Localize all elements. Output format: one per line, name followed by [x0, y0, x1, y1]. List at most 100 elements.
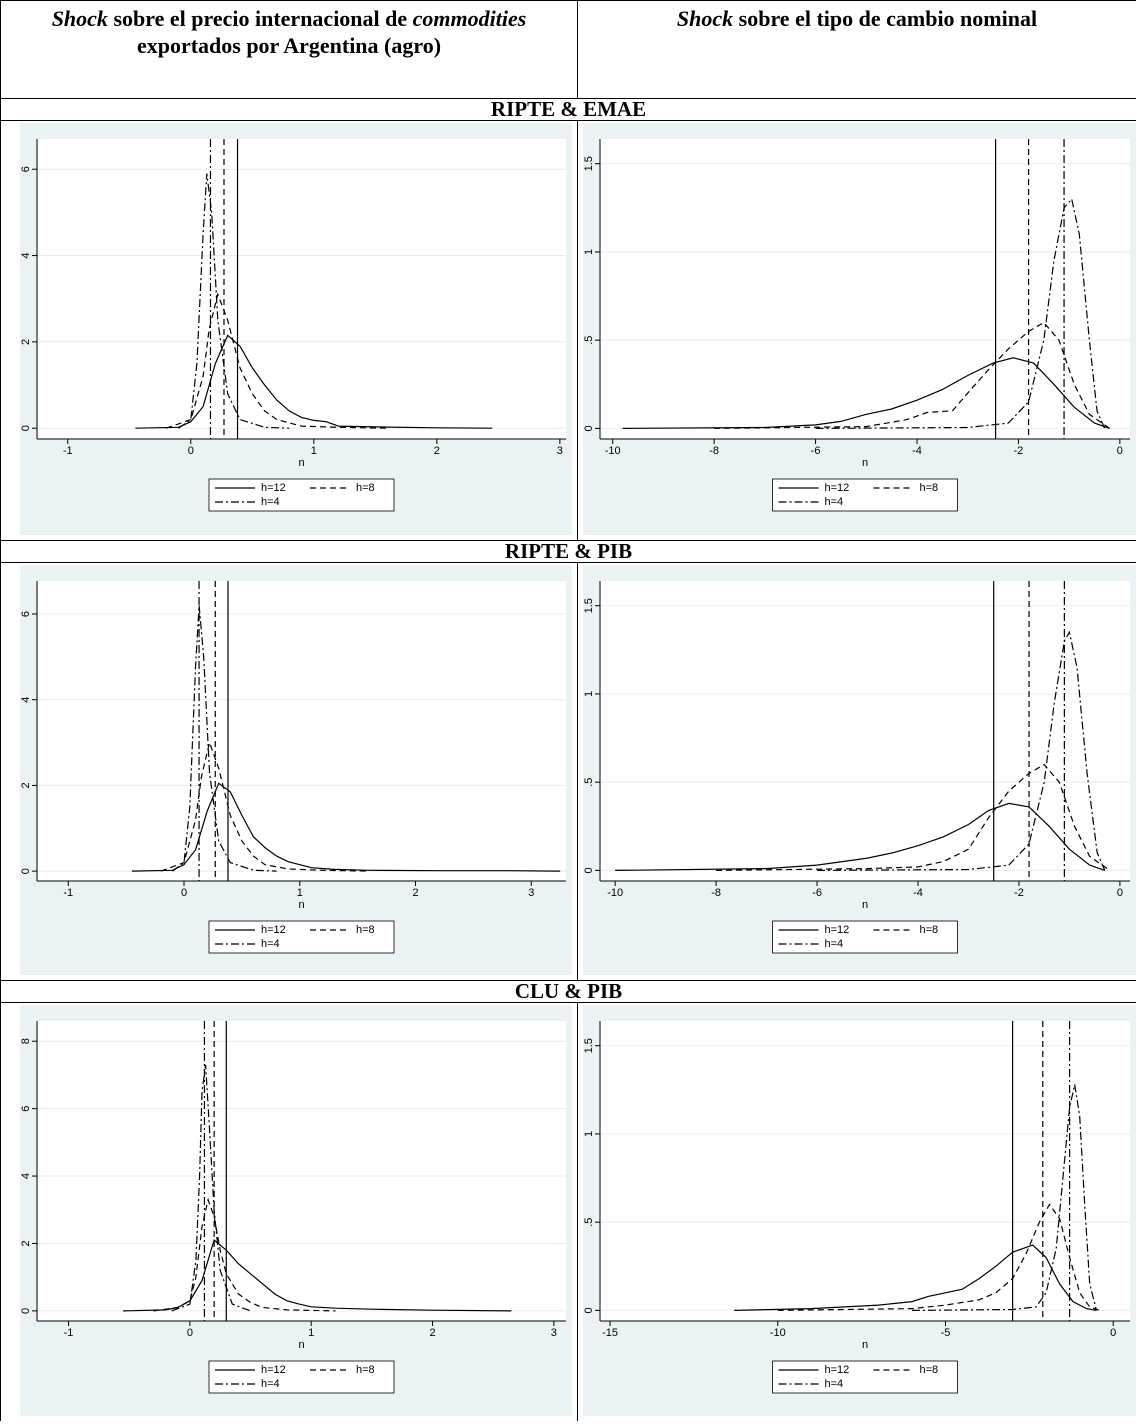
- x-tick-label: -8: [709, 445, 719, 457]
- x-tick-label: 0: [1117, 445, 1123, 457]
- chart: 0 .5 1 1.5 -10 -8 -6 -4 -2 0 n h=12 h=8 h=4: [583, 123, 1136, 535]
- x-axis-label: n: [862, 1339, 868, 1351]
- legend-label: h=8: [356, 482, 375, 494]
- legend: [208, 478, 395, 512]
- column-header: Shock sobre el precio internacional de c…: [0, 0, 577, 98]
- x-tick-label: -1: [63, 887, 73, 899]
- x-tick-label: -1: [64, 1327, 74, 1339]
- chart-cell: 0 .5 1 1.5 -10 -8 -6 -4 -2 0 n h=12 h=8 h=4: [577, 562, 1136, 980]
- x-tick-label: 0: [188, 445, 194, 457]
- header-text: sobre el tipo de cambio nominal: [733, 6, 1038, 31]
- legend: [208, 1360, 395, 1394]
- y-tick-label: 6: [20, 166, 32, 172]
- y-tick-label: 2: [20, 339, 32, 345]
- legend-label: h=12: [825, 1364, 850, 1376]
- x-tick-label: -1: [63, 445, 73, 457]
- section-title: CLU & PIB: [0, 980, 1136, 1002]
- x-tick-label: 1: [297, 887, 303, 899]
- y-tick-label: 2: [20, 782, 32, 788]
- chart: 0 .5 1 1.5 -15 -10 -5 0 n h=12 h=8 h=4: [583, 1005, 1136, 1416]
- chart-cell: 0 .5 1 1.5 -15 -10 -5 0 n h=12 h=8 h=4: [577, 1002, 1136, 1421]
- chart: 0 2 4 6 -1 0 1 2 3 n h=12 h=8 h=4: [20, 123, 572, 535]
- legend-label: h=4: [825, 938, 844, 950]
- plot-area: [600, 139, 1130, 439]
- y-tick-label: 1.5: [583, 1038, 595, 1053]
- x-tick-label: 3: [551, 1327, 557, 1339]
- x-tick-label: -10: [605, 445, 621, 457]
- x-axis-label: n: [298, 1339, 304, 1351]
- plot-area: [37, 1021, 566, 1321]
- y-tick-label: 0: [20, 868, 32, 874]
- chart-cell: 0 2 4 6 -1 0 1 2 3 n h=12 h=8 h=4: [0, 562, 577, 980]
- y-tick-label: 1: [583, 691, 595, 697]
- y-tick-label: 0: [583, 1307, 595, 1313]
- y-tick-label: 0: [20, 1308, 32, 1314]
- y-tick-label: .5: [583, 1218, 595, 1227]
- x-tick-label: 0: [1117, 887, 1123, 899]
- legend-label: h=8: [920, 1364, 939, 1376]
- x-tick-label: 1: [308, 1327, 314, 1339]
- x-axis-label: n: [298, 899, 304, 911]
- y-tick-label: 1.5: [583, 156, 595, 171]
- legend-label: h=12: [261, 482, 286, 494]
- header-text: Shock: [51, 6, 108, 31]
- density-line: [131, 782, 561, 872]
- density-line: [172, 605, 277, 872]
- x-tick-label: -8: [711, 887, 721, 899]
- density-line: [714, 321, 1111, 429]
- column-header: Shock sobre el tipo de cambio nominal: [577, 0, 1136, 98]
- density-line: [816, 630, 1106, 871]
- y-tick-label: 2: [20, 1240, 32, 1246]
- legend-label: h=12: [825, 482, 850, 494]
- legend: [208, 920, 395, 954]
- y-tick-label: 1: [583, 1131, 595, 1137]
- x-axis-label: n: [298, 457, 304, 469]
- x-tick-label: -6: [812, 887, 822, 899]
- y-tick-label: 1: [583, 249, 595, 255]
- density-line: [716, 763, 1111, 871]
- legend-label: h=12: [261, 1364, 286, 1376]
- chart-cell: 0 2 4 6 8 -1 0 1 2 3 n h=12 h=8 h=4: [0, 1002, 577, 1421]
- y-tick-label: 8: [20, 1038, 32, 1044]
- legend-label: h=4: [261, 1378, 280, 1390]
- y-tick-label: 1.5: [583, 598, 595, 613]
- y-tick-label: 6: [20, 611, 32, 617]
- x-tick-label: 0: [187, 1327, 193, 1339]
- x-axis-label: n: [862, 457, 868, 469]
- legend-label: h=8: [356, 924, 375, 936]
- x-tick-label: -2: [1014, 445, 1024, 457]
- density-line: [911, 1084, 1098, 1311]
- density-line: [153, 1197, 336, 1312]
- chart: 0 .5 1 1.5 -10 -8 -6 -4 -2 0 n h=12 h=8 h=4: [583, 565, 1136, 975]
- plot-area: [600, 1021, 1130, 1321]
- x-tick-label: -10: [607, 887, 623, 899]
- density-line: [615, 802, 1105, 871]
- x-axis-label: n: [862, 899, 868, 911]
- x-tick-label: -15: [602, 1327, 618, 1339]
- plot-area: [37, 139, 566, 439]
- y-tick-label: 4: [20, 697, 32, 703]
- y-tick-label: 0: [583, 867, 595, 873]
- y-tick-label: 6: [20, 1106, 32, 1112]
- chart-cell: 0 2 4 6 -1 0 1 2 3 n h=12 h=8 h=4: [0, 120, 577, 540]
- legend-label: h=8: [920, 924, 939, 936]
- y-tick-label: 4: [20, 252, 32, 258]
- y-tick-label: 0: [20, 425, 32, 431]
- x-tick-label: -6: [811, 445, 821, 457]
- section-title: RIPTE & EMAE: [0, 98, 1136, 120]
- density-line: [166, 292, 388, 429]
- legend-label: h=4: [825, 496, 844, 508]
- header-text: commodities: [412, 6, 527, 31]
- legend-label: h=4: [261, 496, 280, 508]
- density-line: [160, 740, 370, 872]
- legend: [772, 1360, 958, 1394]
- x-tick-label: -4: [912, 445, 922, 457]
- y-tick-label: .5: [583, 778, 595, 787]
- legend-label: h=8: [920, 482, 939, 494]
- density-line: [734, 1244, 1097, 1311]
- y-tick-label: .5: [583, 336, 595, 345]
- x-tick-label: 1: [311, 445, 317, 457]
- x-tick-label: 3: [557, 445, 563, 457]
- legend: [772, 920, 958, 954]
